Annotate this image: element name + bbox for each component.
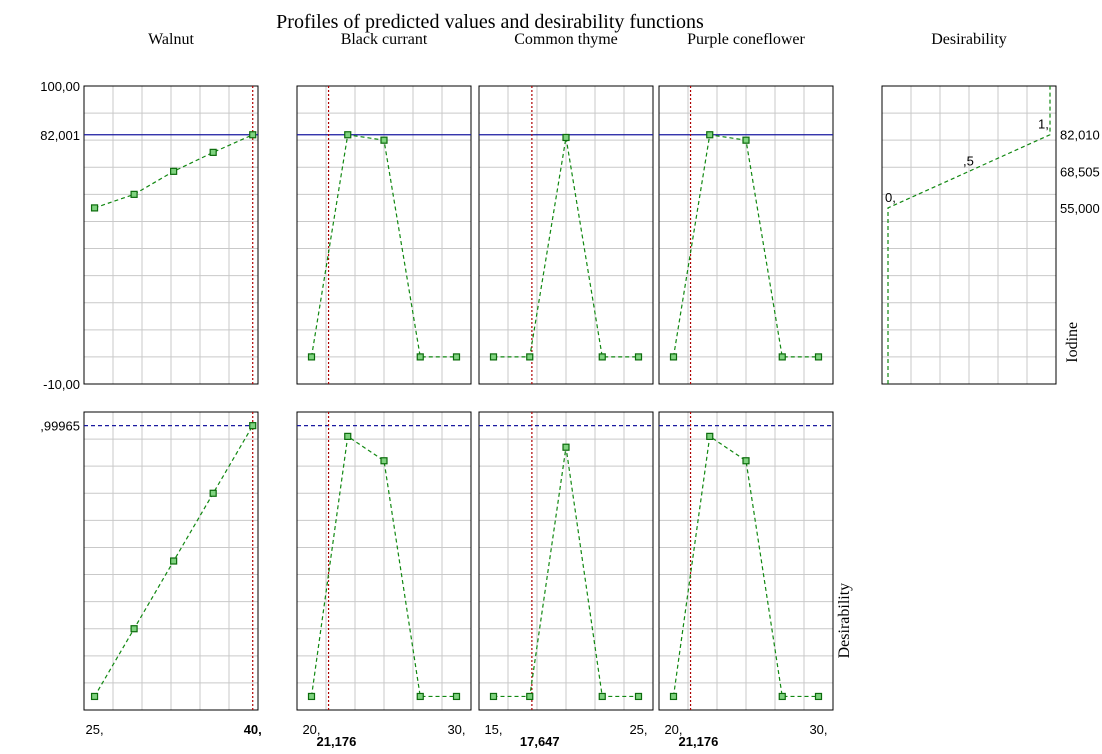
chart-title: Profiles of predicted values and desirab… xyxy=(276,11,704,33)
y-tick-label: 82,001 xyxy=(40,128,80,143)
panel-purple-coneflower-border xyxy=(658,411,834,711)
column-title-desirability: Desirability xyxy=(931,31,1007,48)
x-tick-label: 20, xyxy=(302,722,320,737)
panel-common-thyme-iodine xyxy=(478,85,654,385)
column-title-common-thyme: Common thyme xyxy=(514,31,618,48)
panel-black-currant-border xyxy=(296,85,472,385)
profile-panels: Walnut Black currant Common thyme Purple co… xyxy=(40,31,1100,749)
x-tick-label: 20, xyxy=(664,722,682,737)
data-point xyxy=(416,353,424,361)
data-point xyxy=(452,692,461,701)
data-point xyxy=(634,692,643,701)
column-title-purple-coneflower: Purple coneflower xyxy=(687,31,805,48)
data-point xyxy=(307,353,316,361)
y-tick-label: 100,00 xyxy=(40,79,80,94)
data-point xyxy=(778,692,786,701)
panel-black-currant-iodine xyxy=(296,85,472,385)
data-point xyxy=(380,136,388,144)
panel-purple-coneflower-border xyxy=(658,85,834,385)
data-point xyxy=(130,190,138,198)
desirability-level-label: ,5 xyxy=(963,153,974,168)
x-tick-label: 40, xyxy=(244,722,262,737)
data-point xyxy=(742,457,750,465)
data-point xyxy=(249,131,257,139)
panel-walnut-desirability: 25, 40, xyxy=(83,411,262,737)
y-axis-label-iodine: Iodine xyxy=(1064,322,1081,363)
data-point xyxy=(742,136,750,144)
y-tick-label: -10,00 xyxy=(43,377,80,392)
series-line xyxy=(672,435,819,698)
series-line xyxy=(493,137,639,358)
data-point xyxy=(416,692,424,701)
data-point xyxy=(209,489,217,497)
data-point xyxy=(562,443,570,451)
data-point xyxy=(130,625,138,633)
data-point xyxy=(344,131,352,139)
data-point xyxy=(489,353,498,361)
data-point xyxy=(706,432,714,440)
data-point xyxy=(170,557,178,565)
panel-purple-coneflower-desirability: 20,21,176 30, xyxy=(658,411,834,749)
data-point xyxy=(814,353,823,361)
panel-black-currant-border xyxy=(296,411,472,711)
data-point xyxy=(634,353,643,361)
data-point xyxy=(90,692,99,701)
data-point xyxy=(598,353,606,361)
y-tick-label: ,99965 xyxy=(40,419,80,434)
data-point xyxy=(380,457,388,465)
panel-purple-coneflower-iodine xyxy=(658,85,834,385)
panel-common-thyme-border xyxy=(478,85,654,385)
data-point xyxy=(598,692,606,701)
column-title-walnut: Walnut xyxy=(148,31,194,48)
panel-common-thyme-border xyxy=(478,411,654,711)
data-point xyxy=(669,353,678,361)
x-tick-label: 21,176 xyxy=(317,734,357,749)
desirability-level-label: 1, xyxy=(1038,117,1049,132)
panel-desirability-function-border xyxy=(881,85,1057,385)
x-tick-label: 17,647 xyxy=(520,734,560,749)
series-line xyxy=(310,435,457,698)
data-point xyxy=(344,432,352,440)
data-point xyxy=(814,692,823,701)
iodine-tick-label: 82,010 xyxy=(1060,128,1100,143)
x-tick-label: 30, xyxy=(809,722,827,737)
data-point xyxy=(526,353,534,361)
data-point xyxy=(489,692,498,701)
data-point xyxy=(526,692,534,701)
data-point xyxy=(669,692,678,701)
column-title-black-currant: Black currant xyxy=(341,31,428,48)
panel-walnut-iodine xyxy=(83,85,259,385)
x-tick-label: 25, xyxy=(86,722,104,737)
data-point xyxy=(452,353,461,361)
panel-walnut-border xyxy=(83,85,259,385)
iodine-tick-label: 55,000 xyxy=(1060,201,1100,216)
y-axis-label-desirability: Desirability xyxy=(836,583,853,659)
desirability-level-label: 0, xyxy=(885,190,896,205)
panel-common-thyme-desirability: 15, 17,647 25, xyxy=(478,411,654,749)
data-point xyxy=(90,204,99,212)
data-point xyxy=(307,692,316,701)
x-tick-label: 25, xyxy=(629,722,647,737)
iodine-tick-label: 68,505 xyxy=(1060,164,1100,179)
data-point xyxy=(249,422,257,430)
panel-walnut-border xyxy=(83,411,259,711)
panel-desirability-function: 0, ,5 1, xyxy=(881,85,1057,385)
data-point xyxy=(209,148,217,156)
data-point xyxy=(170,167,178,175)
data-point xyxy=(562,133,570,142)
data-point xyxy=(706,131,714,139)
desirability-function-line xyxy=(887,86,1051,384)
x-tick-label: 30, xyxy=(447,722,465,737)
data-point xyxy=(778,353,786,361)
x-tick-label: 15, xyxy=(484,722,502,737)
panel-black-currant-desirability: 20,21,176 30, xyxy=(296,411,472,749)
x-tick-label: 21,176 xyxy=(679,734,719,749)
